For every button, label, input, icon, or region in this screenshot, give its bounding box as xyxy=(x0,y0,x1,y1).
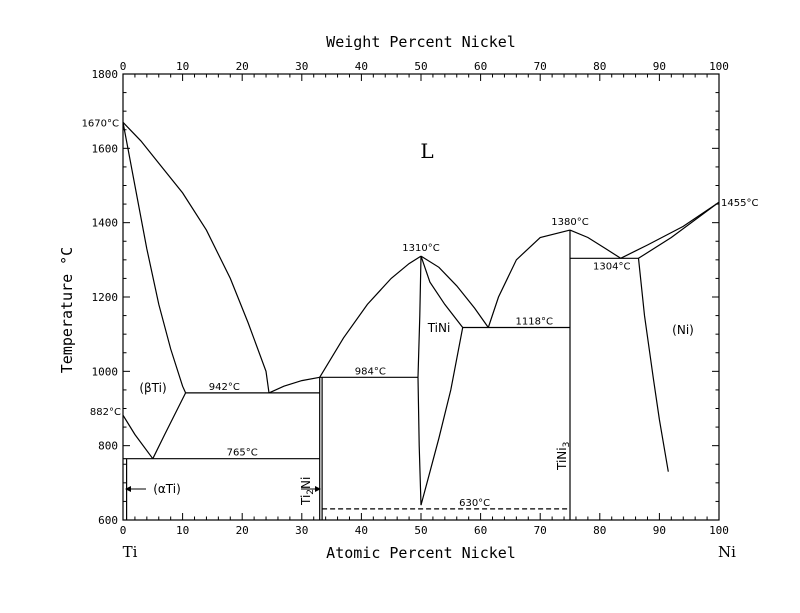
x2-tick-label: 100 xyxy=(709,60,729,73)
x-tick-label: 10 xyxy=(176,524,189,537)
phase-boundaries xyxy=(122,121,720,520)
annotations: 1670°C 882°C 942°C 765°C 984°C 1310°C 1118°C 13… xyxy=(82,118,759,509)
temperature-label: 1310°C xyxy=(402,243,439,254)
y-axis-title: Temperature °C xyxy=(58,247,76,373)
boundary-liquidus-tini-left xyxy=(319,255,422,378)
boundary-liquidus-ti2ni xyxy=(268,376,320,394)
x-tick-label: 80 xyxy=(593,524,606,537)
boundary-liquidus-tini3-left xyxy=(487,229,571,328)
x-axis-title: Atomic Percent Nickel xyxy=(326,544,516,562)
x-tick-label: 100 xyxy=(709,524,729,537)
y-tick-label: 600 xyxy=(98,514,118,527)
end-label-ti: Ti xyxy=(123,543,138,561)
x2-tick-label: 20 xyxy=(236,60,249,73)
boundary-alpha-beta-left xyxy=(122,414,154,460)
temperature-label: 630°C xyxy=(459,498,490,509)
x-tick-label: 40 xyxy=(355,524,368,537)
end-label-ni: Ni xyxy=(718,543,736,561)
x-tick-label: 20 xyxy=(236,524,249,537)
temperature-label: 942°C xyxy=(209,382,240,393)
x2-tick-label: 70 xyxy=(534,60,547,73)
alpha-ti-arrow xyxy=(125,486,146,492)
x-tick-label: 30 xyxy=(295,524,308,537)
boundary-tini-low-left xyxy=(417,377,422,506)
x-tick-label: 90 xyxy=(653,524,666,537)
boundary-liquidus-tini-right xyxy=(420,255,489,328)
boundary-liquidus-ti xyxy=(122,121,270,393)
temperature-label: 984°C xyxy=(355,366,386,377)
phase-label-tini3: TiNi3 xyxy=(555,442,572,471)
ti2ni-arrow xyxy=(301,486,321,492)
boundary-tini-solvus-right xyxy=(420,255,464,328)
boundary-solidus-ni xyxy=(638,201,720,259)
x2-tick-label: 10 xyxy=(176,60,189,73)
x2-tick-label: 0 xyxy=(120,60,127,73)
boundary-beta-solidus xyxy=(122,122,187,394)
phase-label-alpha-ti: (αTi) xyxy=(153,482,181,496)
boundary-alpha-beta-right xyxy=(152,392,187,459)
phase-label-liquid: L xyxy=(420,139,433,163)
phase-label-ti2ni: Ti2Ni xyxy=(299,477,316,506)
temperature-label: 882°C xyxy=(90,407,121,418)
x-tick-label: 60 xyxy=(474,524,487,537)
y-tick-label: 1400 xyxy=(92,217,119,230)
x2-tick-label: 90 xyxy=(653,60,666,73)
x2-axis-title: Weight Percent Nickel xyxy=(326,33,516,51)
x-tick-label: 50 xyxy=(414,524,427,537)
boundary-liquidus-ni xyxy=(620,201,720,259)
phase-label-tini: TiNi xyxy=(427,321,451,335)
y-tick-label: 1200 xyxy=(92,291,119,304)
y-tick-label: 1600 xyxy=(92,142,119,155)
temperature-label: 1118°C xyxy=(516,316,553,327)
temperature-label: 1455°C xyxy=(721,198,758,209)
y-tick-label: 800 xyxy=(98,440,118,453)
x2-tick-label: 30 xyxy=(295,60,308,73)
boundary-ni-solvus xyxy=(637,258,669,472)
temperature-label: 765°C xyxy=(227,448,258,459)
temperature-label: 1670°C xyxy=(82,118,119,129)
phase-label-ni: (Ni) xyxy=(672,323,694,337)
x2-tick-label: 50 xyxy=(414,60,427,73)
temperature-label: 1304°C xyxy=(593,261,630,272)
boundary-liquidus-tini3-right xyxy=(569,229,622,259)
x2-tick-label: 80 xyxy=(593,60,606,73)
y-tick-label: 1000 xyxy=(92,365,119,378)
boundary-tini-low-right xyxy=(420,327,464,506)
x-tick-label: 0 xyxy=(120,524,127,537)
x2-tick-label: 40 xyxy=(355,60,368,73)
x2-tick-label: 60 xyxy=(474,60,487,73)
y-tick-label: 1800 xyxy=(92,68,119,81)
boundary-tini-solvus-left xyxy=(417,256,422,378)
x-tick-label: 70 xyxy=(534,524,547,537)
axis-ticks: 0 10 20 30 40 50 60 70 80 90 1000 10 20 30 40 50 60 70 80 9… xyxy=(92,60,729,537)
temperature-label: 1380°C xyxy=(551,217,588,228)
phase-label-beta-ti: (βTi) xyxy=(139,381,166,395)
